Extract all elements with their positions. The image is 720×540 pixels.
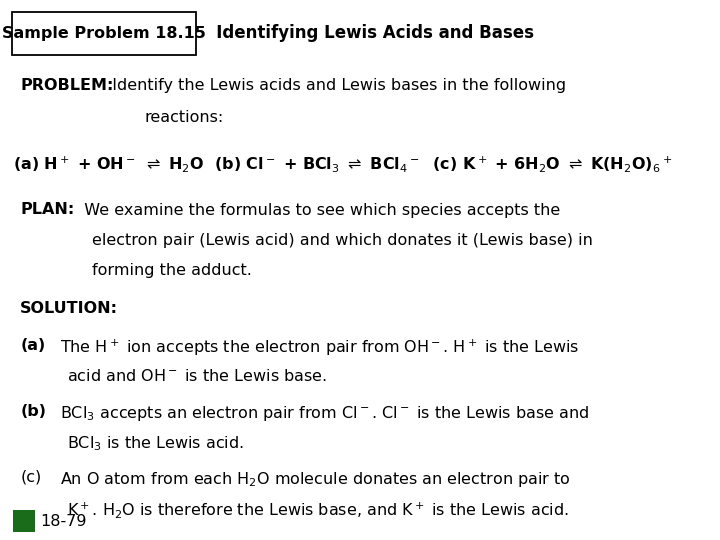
- Text: An O atom from each H$_2$O molecule donates an electron pair to: An O atom from each H$_2$O molecule dona…: [60, 470, 570, 489]
- Text: electron pair (Lewis acid) and which donates it (Lewis base) in: electron pair (Lewis acid) and which don…: [92, 233, 593, 248]
- Text: (a): (a): [20, 338, 45, 353]
- Text: K$^+$. H$_2$O is therefore the Lewis base, and K$^+$ is the Lewis acid.: K$^+$. H$_2$O is therefore the Lewis bas…: [67, 500, 569, 520]
- Text: Identifying Lewis Acids and Bases: Identifying Lewis Acids and Bases: [199, 24, 534, 43]
- Text: Identify the Lewis acids and Lewis bases in the following: Identify the Lewis acids and Lewis bases…: [102, 78, 566, 93]
- Text: Sample Problem 18.15: Sample Problem 18.15: [2, 26, 206, 41]
- Text: PLAN:: PLAN:: [20, 202, 74, 218]
- Text: The H$^+$ ion accepts the electron pair from OH$^-$. H$^+$ is the Lewis: The H$^+$ ion accepts the electron pair …: [60, 338, 579, 358]
- Text: 18-79: 18-79: [40, 514, 87, 529]
- Text: SOLUTION:: SOLUTION:: [20, 301, 118, 316]
- FancyBboxPatch shape: [12, 12, 196, 55]
- Text: reactions:: reactions:: [145, 110, 224, 125]
- FancyBboxPatch shape: [13, 510, 35, 532]
- Text: (c): (c): [20, 470, 42, 485]
- Text: BCl$_3$ accepts an electron pair from Cl$^-$. Cl$^-$ is the Lewis base and: BCl$_3$ accepts an electron pair from Cl…: [60, 404, 589, 423]
- Text: (b): (b): [20, 404, 46, 419]
- Text: We examine the formulas to see which species accepts the: We examine the formulas to see which spe…: [74, 202, 560, 218]
- Text: BCl$_3$ is the Lewis acid.: BCl$_3$ is the Lewis acid.: [67, 434, 244, 453]
- Text: (a) H$^+$ + OH$^-$ $\rightleftharpoons$ H$_2$O  (b) Cl$^-$ + BCl$_3$ $\rightleft: (a) H$^+$ + OH$^-$ $\rightleftharpoons$ …: [13, 154, 672, 174]
- Text: forming the adduct.: forming the adduct.: [92, 263, 252, 278]
- Text: PROBLEM:: PROBLEM:: [20, 78, 114, 93]
- Text: acid and OH$^-$ is the Lewis base.: acid and OH$^-$ is the Lewis base.: [67, 368, 327, 384]
